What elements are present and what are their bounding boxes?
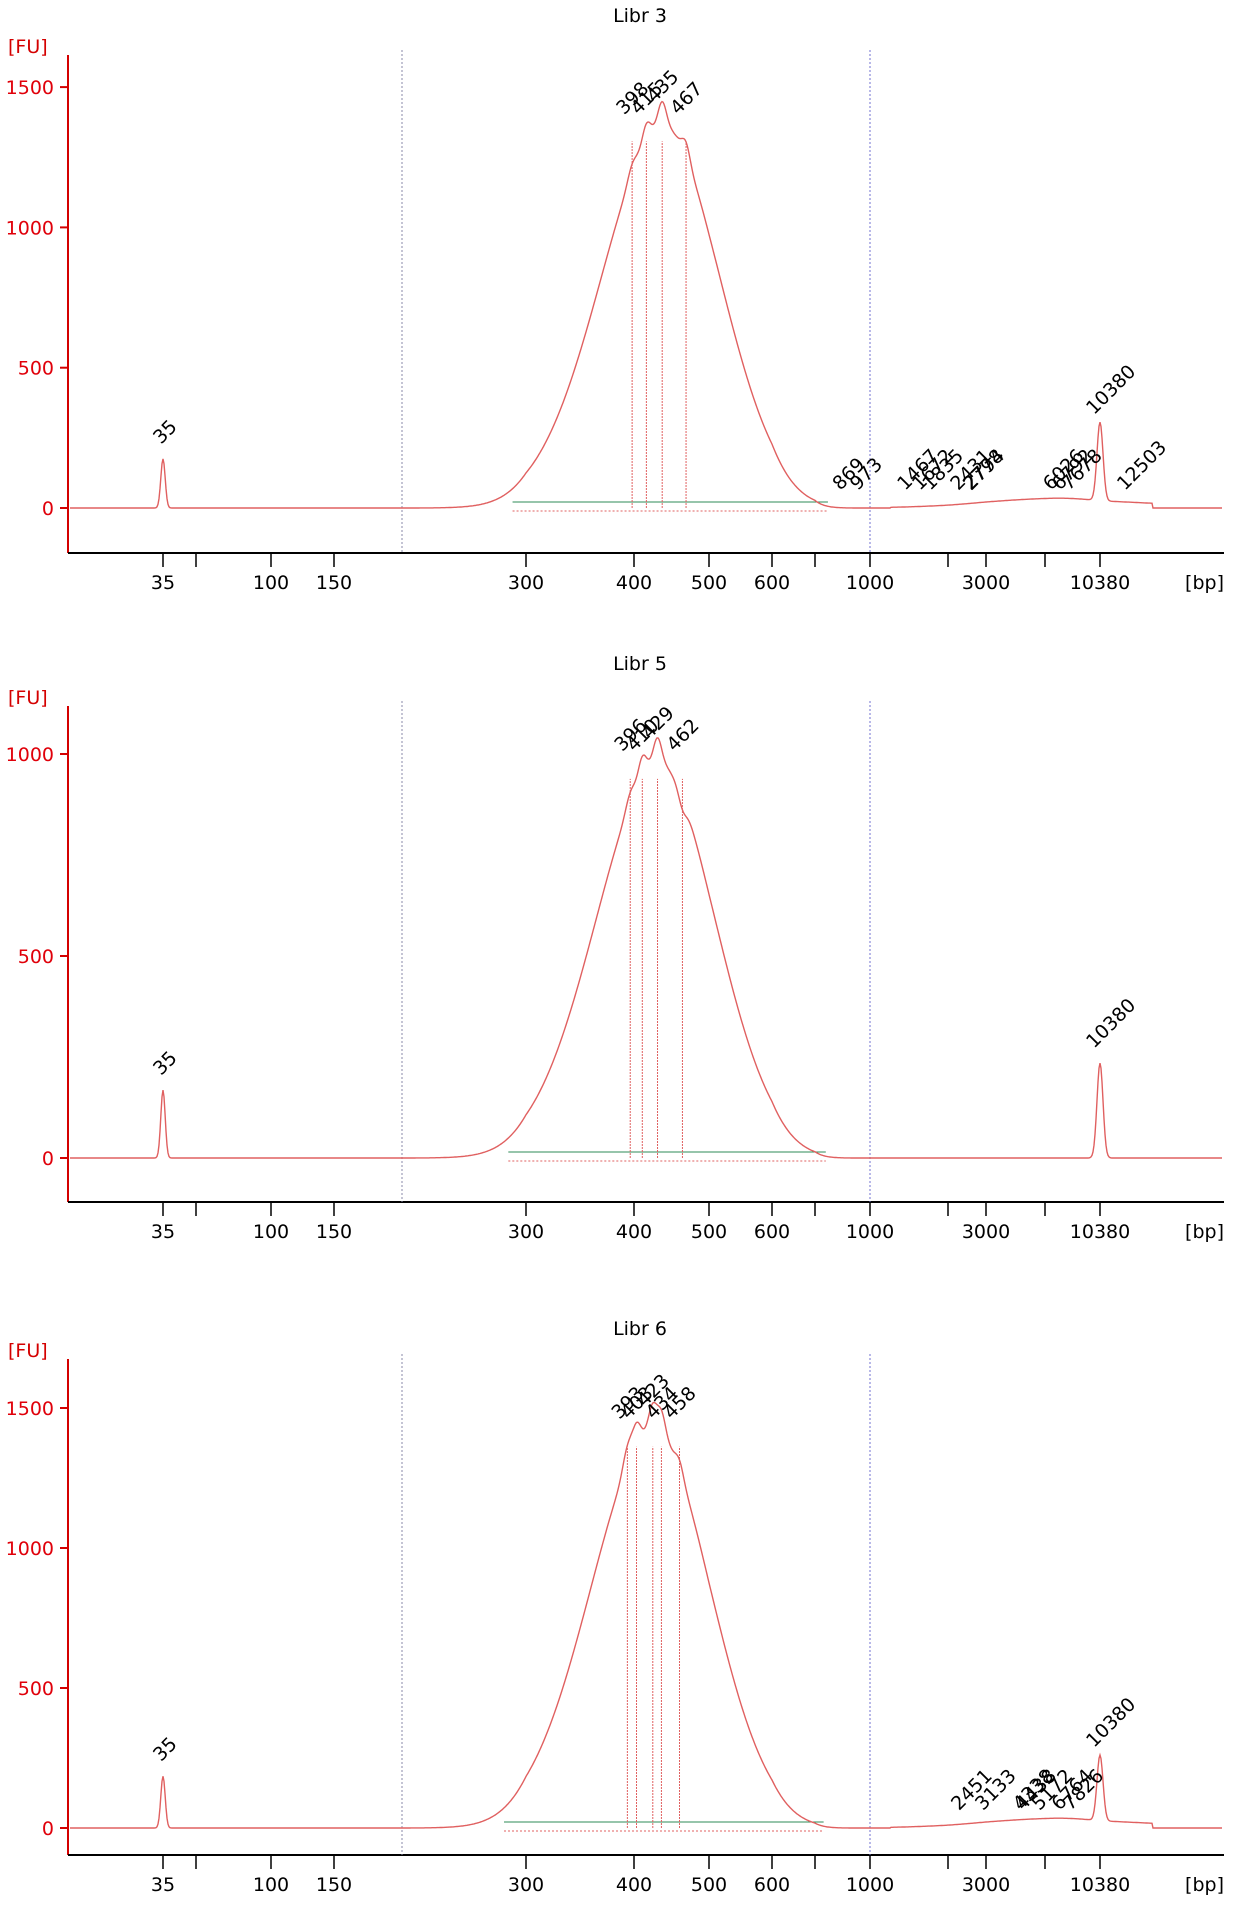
x-tick-label: 1000 [846, 1874, 894, 1896]
y-axis-unit: [FU] [8, 36, 48, 58]
y-tick-label: 500 [18, 946, 54, 968]
x-tick-label: 400 [616, 1221, 652, 1243]
upper-marker-label: 10380 [1082, 1693, 1140, 1751]
x-tick-label: 1000 [846, 572, 894, 594]
x-tick-label: 400 [616, 572, 652, 594]
panel-1: Libr 3 [FU] 0 500 1000 1500 35 100 150 300 400 500 6… [6, 5, 1224, 594]
lower-marker-label: 35 [149, 416, 182, 449]
x-tick-label: 3000 [962, 1874, 1010, 1896]
x-tick-label: 150 [316, 572, 352, 594]
x-tick-label: 500 [691, 572, 727, 594]
x-tick-label: 10380 [1070, 572, 1130, 594]
x-tick-label: 3000 [962, 572, 1010, 594]
x-tick-label: 100 [253, 1221, 289, 1243]
chart-title: Libr 3 [613, 5, 667, 27]
x-tick-label: 300 [508, 1221, 544, 1243]
lower-marker-label: 35 [149, 1733, 182, 1766]
y-tick-label: 500 [18, 1678, 54, 1700]
x-tick-label: 3000 [962, 1221, 1010, 1243]
x-tick-label: 600 [754, 1874, 790, 1896]
x-tick-label: 10380 [1070, 1221, 1130, 1243]
peak-label: 12503 [1113, 436, 1171, 494]
y-axis-unit: [FU] [8, 687, 48, 709]
lower-marker-label: 35 [149, 1047, 182, 1080]
upper-marker-label: 10380 [1082, 994, 1140, 1052]
trace-line [70, 1401, 1222, 1829]
x-tick-label: 500 [691, 1221, 727, 1243]
y-tick-label: 1000 [6, 217, 54, 239]
x-axis-unit: [bp] [1185, 1874, 1224, 1896]
panel-3: Libr 6 [FU] 0 500 1000 1500 35 100 150 300 400 500 6… [6, 1318, 1224, 1896]
y-tick-label: 0 [42, 1148, 54, 1170]
x-tick-label: 150 [316, 1221, 352, 1243]
x-tick-label: 600 [754, 1221, 790, 1243]
x-tick-label: 500 [691, 1874, 727, 1896]
trace-line [70, 100, 1222, 509]
x-tick-label: 600 [754, 572, 790, 594]
x-tick-label: 1000 [846, 1221, 894, 1243]
y-tick-label: 0 [42, 498, 54, 520]
x-tick-label: 100 [253, 572, 289, 594]
x-tick-label: 35 [151, 1221, 175, 1243]
x-tick-label: 300 [508, 572, 544, 594]
panel-2: Libr 5 [FU] 0 500 1000 35 100 150 300 400 500 600 10… [6, 653, 1224, 1243]
y-tick-label: 1500 [6, 77, 54, 99]
y-tick-label: 1000 [6, 1538, 54, 1560]
x-tick-label: 35 [151, 1874, 175, 1896]
chart-title: Libr 6 [613, 1318, 667, 1340]
upper-marker-label: 10380 [1082, 361, 1140, 419]
y-tick-label: 1500 [6, 1398, 54, 1420]
x-tick-label: 300 [508, 1874, 544, 1896]
x-tick-label: 10380 [1070, 1874, 1130, 1896]
x-tick-label: 400 [616, 1874, 652, 1896]
x-tick-label: 100 [253, 1874, 289, 1896]
y-tick-label: 500 [18, 358, 54, 380]
trace-line [70, 737, 1222, 1159]
x-axis-unit: [bp] [1185, 1221, 1224, 1243]
x-tick-label: 150 [316, 1874, 352, 1896]
x-tick-label: 35 [151, 572, 175, 594]
chart-title: Libr 5 [613, 653, 667, 675]
x-axis-unit: [bp] [1185, 572, 1224, 594]
y-tick-label: 1000 [6, 744, 54, 766]
y-axis-unit: [FU] [8, 1340, 48, 1362]
y-tick-label: 0 [42, 1818, 54, 1840]
